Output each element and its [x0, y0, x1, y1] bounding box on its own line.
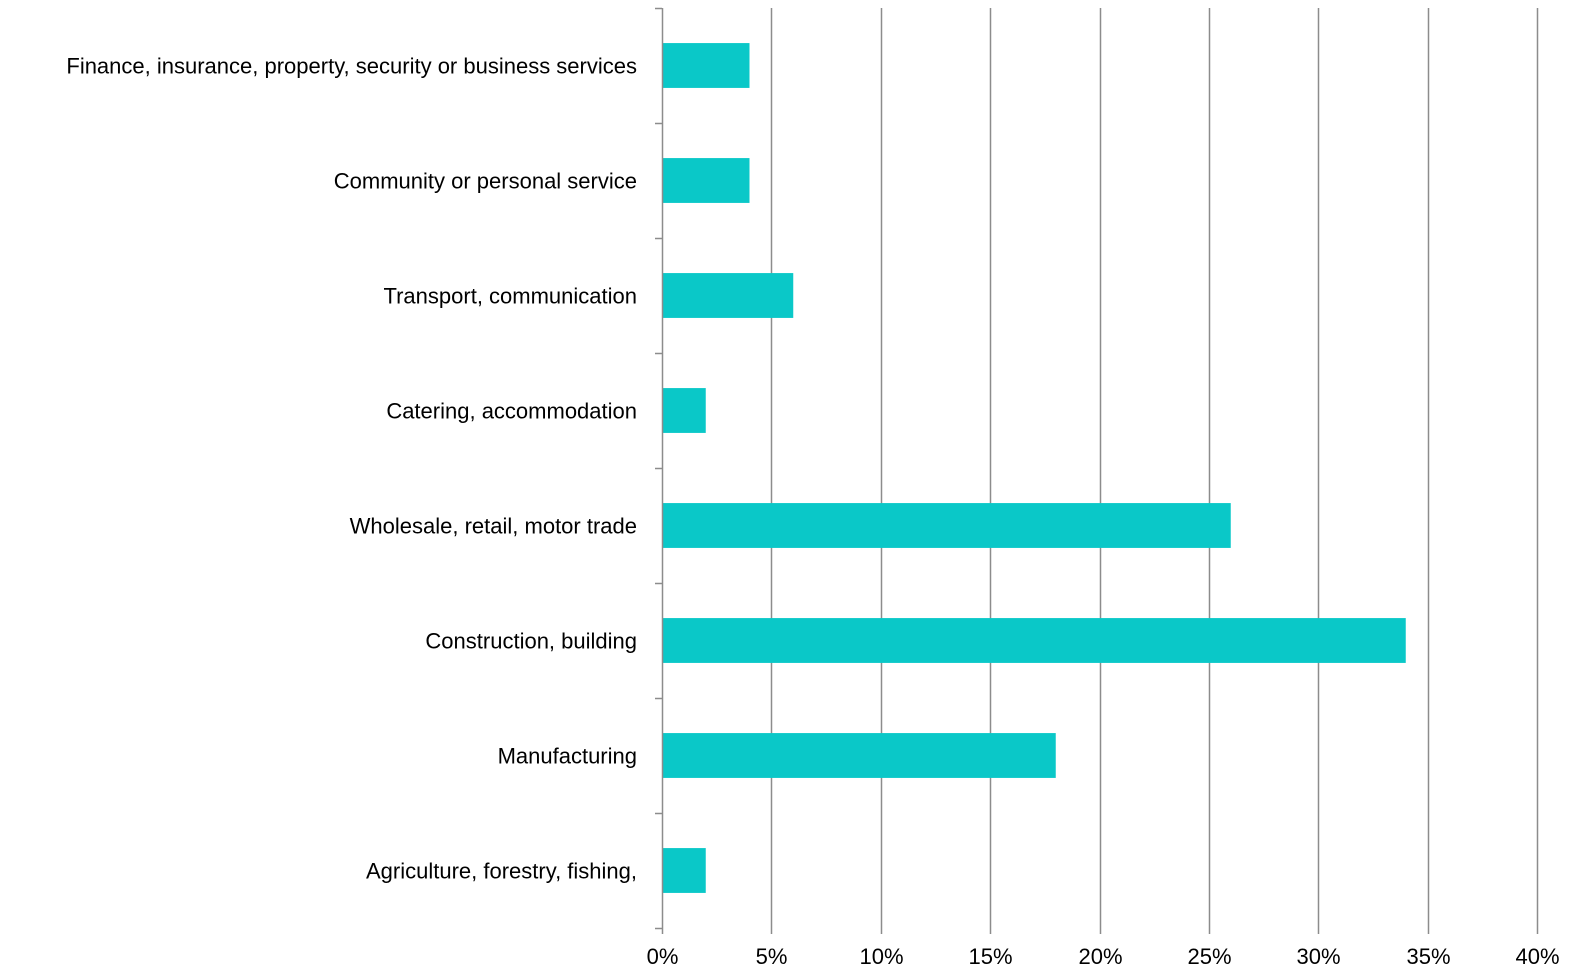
x-tick-label: 30% [1296, 944, 1340, 969]
category-label: Manufacturing [498, 744, 637, 769]
category-label: Construction, building [425, 629, 637, 654]
bar-7 [662, 848, 706, 893]
x-tick-label: 10% [859, 944, 903, 969]
category-label: Agriculture, forestry, fishing, [366, 859, 637, 884]
bar-2 [662, 273, 794, 318]
category-label: Wholesale, retail, motor trade [350, 514, 637, 539]
bar-6 [662, 733, 1056, 778]
bar-0 [662, 43, 750, 88]
bar-3 [662, 388, 706, 433]
bar-5 [662, 618, 1406, 663]
category-label: Community or personal service [334, 169, 637, 194]
axis-layer [655, 7, 1539, 934]
x-tick-label: 5% [756, 944, 788, 969]
x-tick-label: 35% [1406, 944, 1450, 969]
x-tick-label: 15% [968, 944, 1012, 969]
bar-4 [662, 503, 1231, 548]
label-layer: 0% 5% 10% 15% 20% 25% 30% 35% 40% Finance, insura… [66, 54, 1559, 970]
grid-layer [770, 8, 1539, 928]
x-tick-label: 0% [647, 944, 679, 969]
x-tick-label: 25% [1187, 944, 1231, 969]
category-label: Transport, communication [383, 284, 637, 309]
x-tick-label: 40% [1515, 944, 1559, 969]
category-label: Finance, insurance, property, security o… [66, 54, 637, 79]
category-label: Catering, accommodation [386, 399, 637, 424]
x-tick-label: 20% [1078, 944, 1122, 969]
bar-layer [662, 43, 1406, 893]
bar-1 [662, 158, 750, 203]
